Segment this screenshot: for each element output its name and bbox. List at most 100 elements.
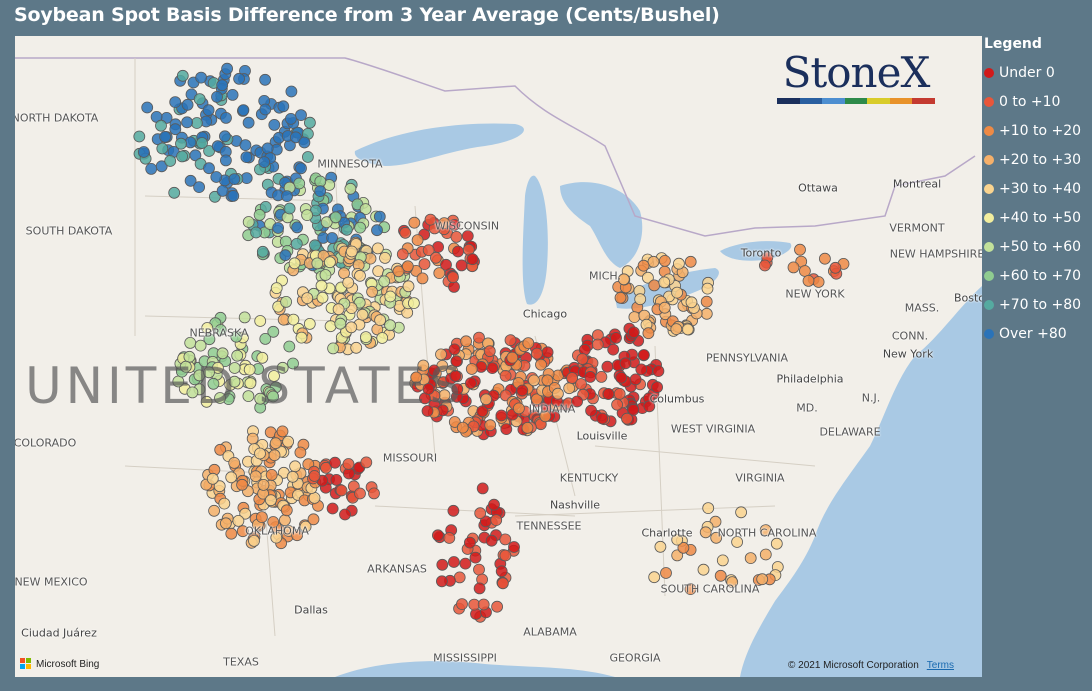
legend-item[interactable]: Under 0	[984, 58, 1090, 87]
state-label: TENNESSEE	[516, 519, 582, 533]
basis-dot	[522, 337, 535, 350]
basis-dot	[566, 372, 578, 384]
basis-dot	[236, 525, 249, 538]
basis-dot	[504, 334, 517, 347]
basis-dot	[759, 524, 772, 537]
basis-dot	[684, 255, 697, 268]
basis-dot	[491, 600, 504, 613]
basis-dot	[324, 320, 337, 333]
basis-dot	[499, 533, 512, 546]
basis-dot	[435, 575, 448, 588]
city-label: New York	[882, 347, 934, 361]
basis-dot	[335, 484, 348, 497]
basis-dot	[285, 85, 298, 98]
basis-dot	[210, 171, 223, 183]
basis-dot	[607, 343, 620, 356]
legend-swatch-icon	[984, 183, 994, 194]
basis-dot	[270, 531, 283, 544]
basis-dot	[345, 245, 358, 258]
basis-dot	[460, 335, 473, 348]
legend-item[interactable]: +40 to +50	[984, 203, 1090, 232]
basis-dot	[295, 162, 307, 175]
basis-dot	[591, 338, 604, 351]
basis-dot	[265, 468, 278, 481]
basis-dot	[267, 516, 280, 528]
legend-item[interactable]: +60 to +70	[984, 261, 1090, 290]
legend-items: Under 0 0 to +10 +10 to +20 +20 to +30 +30 t…	[984, 58, 1090, 348]
state-label: ARKANSAS	[367, 562, 427, 576]
basis-dot	[530, 393, 543, 406]
terms-link[interactable]: Terms	[926, 660, 954, 671]
basis-dot	[364, 252, 377, 265]
basis-dot	[474, 507, 487, 520]
basis-dot	[456, 598, 468, 610]
basis-dot	[213, 480, 226, 493]
legend-item[interactable]: +50 to +60	[984, 232, 1090, 261]
basis-dot	[610, 331, 622, 344]
basis-dot	[521, 421, 534, 434]
basis-dot	[291, 221, 304, 234]
basis-dot	[329, 456, 341, 469]
basis-dot	[261, 142, 274, 155]
legend-swatch-icon	[984, 154, 994, 165]
legend-item[interactable]: 0 to +10	[984, 87, 1090, 116]
basis-dot	[799, 265, 811, 277]
legend-item[interactable]: Over +80	[984, 319, 1090, 348]
basis-dot	[267, 390, 280, 403]
basis-dot	[221, 62, 234, 75]
basis-dot	[619, 357, 632, 370]
state-label: ALABAMA	[523, 625, 577, 639]
state-label: MICH.	[589, 269, 621, 283]
basis-dot	[294, 446, 307, 459]
basis-dot	[240, 151, 253, 163]
basis-dot	[354, 221, 367, 234]
basis-dot	[584, 370, 597, 383]
basis-dot	[451, 383, 464, 396]
basis-dot	[219, 154, 232, 167]
basis-dot	[281, 190, 293, 203]
basis-dot	[744, 552, 757, 564]
basis-map[interactable]: NORTH DAKOTA MINNESOTA SOUTH DAKOTA WISCONS…	[15, 36, 982, 677]
basis-dot	[756, 573, 769, 586]
bing-label: Microsoft Bing	[36, 658, 100, 670]
basis-dot	[615, 371, 628, 384]
chart-title: Soybean Spot Basis Difference from 3 Yea…	[14, 4, 720, 26]
basis-dot	[485, 534, 498, 547]
basis-dot	[373, 210, 386, 223]
basis-dot	[700, 307, 713, 320]
legend-item[interactable]: +20 to +30	[984, 145, 1090, 174]
basis-dot	[697, 563, 710, 576]
basis-dot	[145, 162, 158, 175]
basis-dot	[214, 324, 227, 336]
state-label: CONN.	[891, 329, 929, 343]
basis-dot	[242, 390, 255, 403]
basis-dot	[244, 377, 257, 390]
basis-dot	[617, 273, 630, 286]
lake-ontario	[720, 241, 792, 261]
basis-dot	[230, 330, 243, 343]
basis-dot	[289, 131, 302, 144]
legend-item[interactable]: +30 to +40	[984, 174, 1090, 203]
legend-item[interactable]: +70 to +80	[984, 290, 1090, 319]
basis-dot	[195, 71, 208, 84]
basis-dot	[242, 216, 255, 228]
basis-dot	[671, 549, 684, 562]
basis-dot	[401, 260, 414, 273]
legend-item[interactable]: +10 to +20	[984, 116, 1090, 145]
basis-dot	[287, 357, 299, 370]
basis-dot	[384, 290, 397, 303]
basis-dot	[179, 360, 192, 373]
basis-dot	[714, 569, 727, 582]
basis-dot	[407, 297, 420, 310]
basis-dot	[239, 507, 252, 520]
bing-attribution[interactable]: Microsoft Bing	[20, 658, 99, 670]
state-label: MINNESOTA	[317, 157, 383, 171]
basis-dot	[496, 577, 509, 590]
basis-dot	[268, 119, 281, 131]
basis-dot	[327, 342, 340, 355]
state-label: WISCONSIN	[434, 219, 500, 233]
state-label: NEW YORK	[785, 287, 845, 301]
basis-dot	[175, 137, 187, 150]
city-label: Montreal	[892, 177, 942, 191]
legend-label: +20 to +30	[999, 151, 1082, 168]
